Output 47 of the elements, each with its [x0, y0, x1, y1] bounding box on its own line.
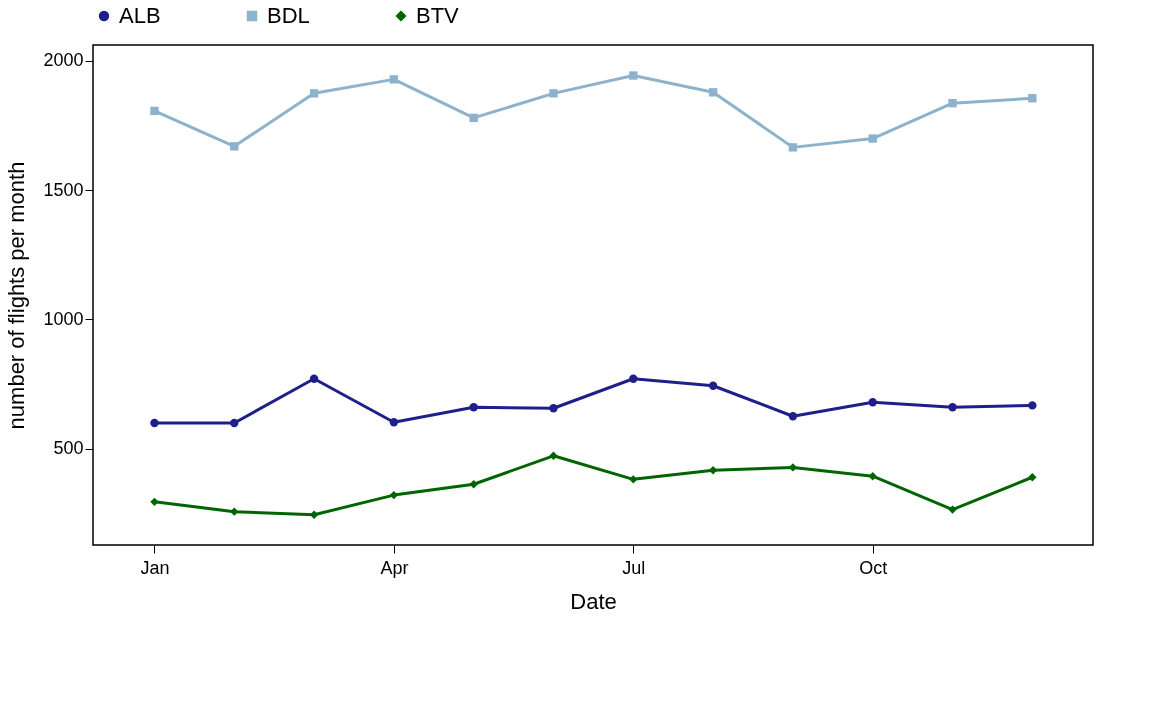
legend-label: ALB — [119, 3, 161, 28]
x-tick-label: Apr — [380, 557, 409, 578]
point — [948, 98, 957, 108]
point — [868, 134, 877, 143]
point — [549, 451, 558, 460]
y-axis-title: number of flights per month — [4, 161, 30, 430]
point — [629, 71, 638, 80]
point — [469, 403, 478, 412]
point — [1028, 401, 1037, 410]
point — [230, 418, 239, 428]
point — [708, 466, 718, 475]
point — [309, 89, 319, 98]
y-tick-label: 1500 — [43, 179, 84, 200]
y-tick-label: 1000 — [43, 308, 84, 329]
point — [788, 143, 798, 152]
point — [708, 381, 718, 390]
point — [469, 480, 478, 489]
point — [868, 398, 877, 407]
point — [549, 89, 558, 98]
point — [469, 113, 478, 123]
point — [150, 106, 159, 116]
point — [629, 475, 638, 484]
x-tick-label: Oct — [859, 557, 888, 578]
legend-label: BTV — [416, 3, 460, 28]
point — [868, 472, 877, 481]
x-tick-label: Jan — [140, 557, 170, 578]
point — [230, 142, 239, 151]
point — [309, 374, 319, 383]
point — [389, 75, 399, 84]
point — [549, 404, 558, 413]
point — [948, 505, 957, 514]
legend-label: BDL — [267, 3, 310, 28]
point — [788, 463, 798, 472]
point — [1028, 473, 1037, 482]
point — [708, 88, 718, 97]
y-tick-label: 2000 — [43, 50, 84, 71]
x-axis-title: Date — [570, 588, 617, 614]
point — [150, 418, 159, 428]
point — [1028, 94, 1037, 103]
point — [150, 497, 159, 507]
x-tick-label: Jul — [622, 557, 646, 578]
point — [629, 374, 638, 383]
point — [948, 403, 957, 412]
point — [230, 507, 239, 516]
point — [788, 412, 798, 421]
point — [389, 418, 399, 427]
y-tick-label: 500 — [53, 438, 84, 459]
